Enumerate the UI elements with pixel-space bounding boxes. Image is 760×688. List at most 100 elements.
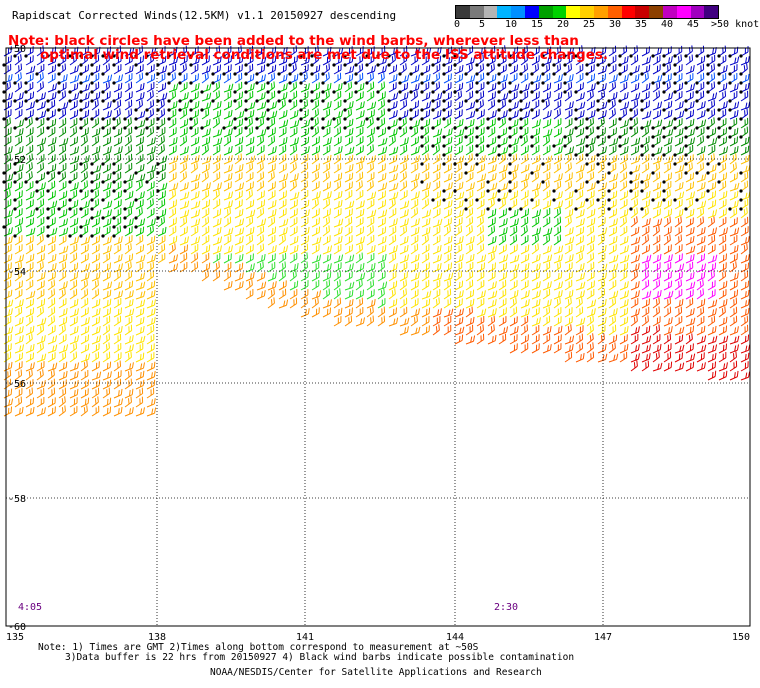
contamination-dot (728, 72, 732, 76)
wind-barb (223, 155, 233, 165)
contamination-dot (486, 126, 490, 130)
wind-barb (113, 315, 122, 327)
contamination-dot (79, 162, 83, 166)
wind-barb (531, 119, 541, 129)
wind-barb (113, 64, 122, 75)
wind-barb (531, 216, 540, 228)
contamination-dot (134, 126, 138, 130)
contamination-dot (739, 171, 743, 175)
wind-barb (443, 225, 451, 237)
wind-barb (267, 216, 276, 228)
wind-barb (652, 324, 660, 336)
wind-barb (212, 245, 222, 255)
wind-barb (102, 324, 110, 336)
wind-barb (146, 146, 156, 156)
colorbar-swatch (524, 6, 539, 18)
wind-barb (509, 343, 518, 354)
wind-barb (3, 189, 11, 201)
wind-barb (740, 315, 749, 327)
wind-barb (69, 316, 78, 327)
wind-barb (58, 288, 66, 300)
wind-barb (707, 254, 718, 264)
wind-barb (564, 307, 573, 318)
wind-barb (355, 46, 364, 57)
wind-barb (91, 253, 100, 264)
wind-barb (410, 180, 418, 192)
wind-barb (575, 164, 585, 174)
wind-barb (729, 289, 739, 300)
wind-barb (641, 91, 650, 102)
wind-barb (47, 55, 57, 66)
contamination-dot (101, 162, 105, 166)
wind-barb (47, 180, 56, 192)
wind-barb (729, 261, 737, 273)
contamination-dot (464, 126, 468, 130)
contamination-dot (475, 63, 479, 67)
wind-barb (586, 351, 595, 363)
map-title: Rapidscat Corrected Winds(12.5KM) v1.1 2… (12, 9, 397, 22)
wind-barb (608, 64, 617, 75)
contamination-dot (596, 153, 600, 157)
contamination-dot (145, 108, 149, 112)
contamination-dot (442, 162, 446, 166)
wind-barb (267, 199, 277, 210)
wind-barb (113, 297, 122, 309)
longitude-label: 147 (594, 632, 612, 643)
wind-barb (3, 398, 14, 408)
contamination-dot (442, 72, 446, 76)
contamination-dot (398, 72, 402, 76)
wind-barb (124, 351, 132, 363)
wind-barb (223, 55, 233, 66)
wind-barb (696, 316, 705, 327)
wind-barb (718, 243, 727, 255)
wind-barb (432, 128, 443, 138)
contamination-dot (13, 171, 17, 175)
wind-barb (674, 225, 683, 237)
wind-barb (487, 324, 495, 336)
contamination-dot (486, 189, 490, 193)
contamination-dot (90, 117, 94, 121)
wind-barb (14, 344, 25, 354)
wind-barb (36, 361, 45, 372)
wind-barb (652, 362, 663, 372)
contamination-dot (123, 207, 127, 211)
wind-barb (124, 270, 133, 282)
wind-barb (553, 173, 563, 183)
wind-barb (476, 279, 485, 291)
wind-barb (630, 236, 641, 246)
wind-barb (146, 387, 155, 399)
wind-barb (344, 136, 353, 147)
contamination-dot (2, 171, 6, 175)
wind-barb (443, 315, 452, 327)
wind-barb (344, 200, 355, 210)
wind-barb (80, 343, 90, 354)
wind-barb (124, 253, 134, 264)
wind-barb (333, 64, 342, 75)
wind-barb (14, 306, 23, 318)
contamination-dot (563, 72, 567, 76)
wind-barb (696, 325, 706, 336)
wind-barb (69, 126, 77, 138)
wind-barb (399, 271, 408, 282)
wind-barb (146, 208, 155, 219)
wind-barb (487, 334, 497, 345)
wind-barb (399, 162, 408, 174)
contamination-dot (123, 225, 127, 229)
wind-barb (564, 162, 572, 174)
contamination-dot (497, 99, 501, 103)
wind-barb (212, 137, 223, 147)
wind-barb (201, 171, 209, 183)
wind-barb (311, 198, 319, 210)
wind-barb (69, 279, 78, 291)
wind-barb (630, 145, 640, 156)
contamination-dot (288, 54, 292, 58)
contamination-dot (442, 63, 446, 67)
wind-barb (146, 153, 154, 165)
wind-barb (102, 371, 112, 381)
wind-barb (344, 263, 354, 273)
wind-barb (432, 208, 441, 219)
wind-barb (476, 262, 486, 273)
wind-barb (476, 181, 485, 192)
wind-barb (641, 82, 651, 93)
